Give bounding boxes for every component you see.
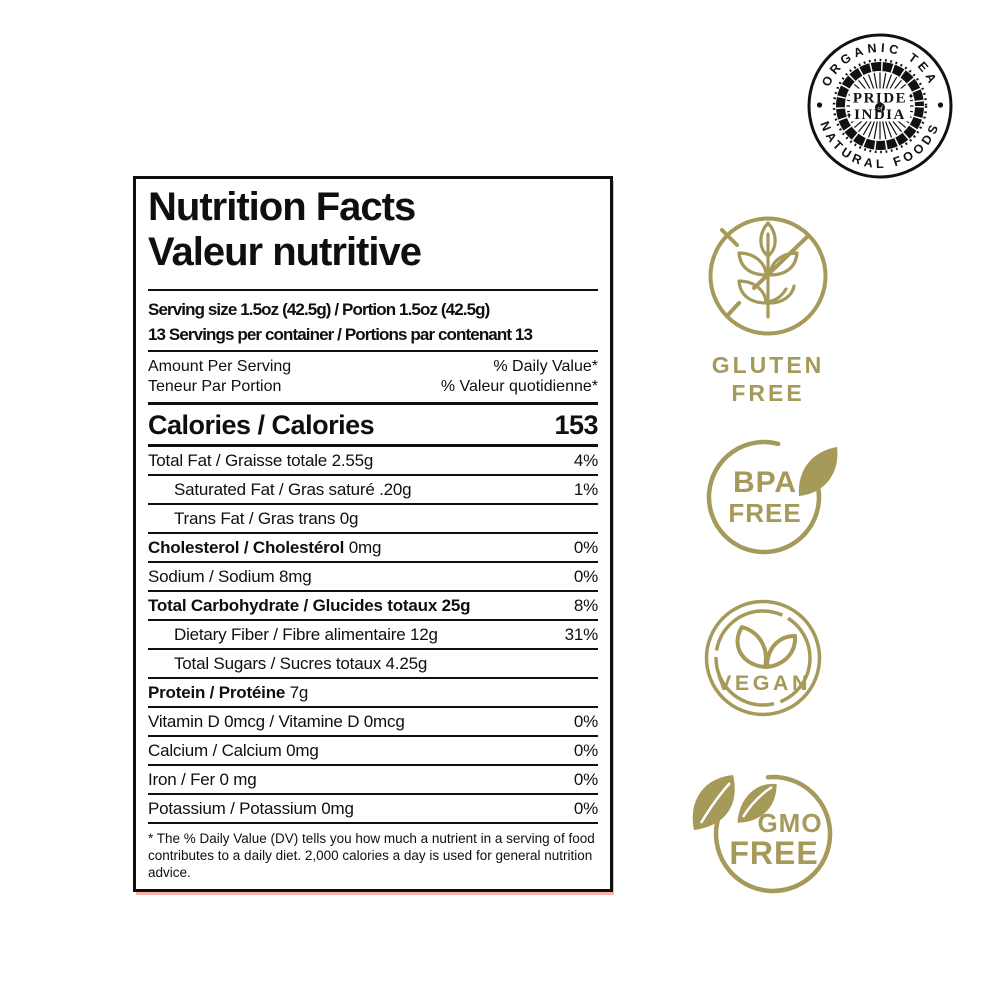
nutrient-row: Calcium / Calcium 0mg 0% [148,737,598,766]
nutrient-value: .20g [374,480,412,499]
leaves-icon [735,625,798,669]
bpa-free-label-line2: FREE [728,498,801,528]
daily-value-fr: % Valeur quotidienne* [440,378,598,395]
nutrient-row: Potassium / Potassium 0mg 0% [148,795,598,824]
nutrient-value: 0g [335,509,359,528]
nutrient-dv: 0% [573,770,598,789]
label-title-en: Nutrition Facts [148,185,416,229]
nutrient-row: Vitamin D 0mcg / Vitamine D 0mcg 0% [148,708,598,737]
nutrient-name: Vitamin D 0mcg / Vitamine D 0mcg [148,712,405,731]
gmo-free-label-line1: GMO [757,808,822,838]
logo-center-line2: INDIA [854,107,906,123]
nutrient-dv: 4% [573,451,598,470]
calories-value: 153 [554,410,598,440]
nutrient-name: Calcium / Calcium 0mg [148,741,319,760]
bpa-free-label-line1: BPA [733,466,797,499]
leaf-icon [798,447,838,496]
badge-gmo-free: GMO FREE [688,768,863,923]
nutrient-dv: 0% [573,712,598,731]
logo-right-dot [937,102,944,108]
divider [148,289,598,291]
amount-per-serving-en: Amount Per Serving [148,358,292,375]
leaves-icon [692,775,780,830]
servings-per-container-line: 13 Servings per container / Portions par… [148,325,533,344]
badge-vegan: VEGAN [688,598,838,728]
nutrient-row: Trans Fat / Gras trans 0g [148,505,598,534]
nutrient-name: Protein / Protéine 7g [148,683,309,702]
nutrient-value: 8mg [274,567,312,586]
nutrient-dv: 0% [573,538,598,557]
bpa-free-icon: BPA FREE [706,439,838,555]
nutrition-facts-panel: Nutrition Facts Valeur nutritive Serving… [133,176,613,892]
logo-center-line1: PRIDE [853,91,907,107]
nutrient-name: Total Sugars / Sucres totaux 4.25g [174,654,428,673]
nutrient-value: 0mg [344,538,382,557]
nutrient-name: Trans Fat / Gras trans 0g [174,509,359,528]
amount-per-serving-fr: Teneur Par Portion [148,378,282,395]
nutrient-row: Sodium / Sodium 8mg 0% [148,563,598,592]
nutrient-dv: 1% [573,480,598,499]
nutrient-name: Total Carbohydrate / Glucides totaux 25g [148,596,471,615]
nutrient-row: Cholesterol / Cholestérol 0mg 0% [148,534,598,563]
badge-gluten-free: GLUTEN FREE [668,212,868,407]
gmo-free-icon: GMO FREE [692,774,833,894]
gluten-free-icon [708,216,828,336]
nutrient-name: Saturated Fat / Gras saturé .20g [174,480,412,499]
logo-perforation-ring [832,58,928,154]
daily-value-footnote: * The % Daily Value (DV) tells you how m… [148,831,595,880]
nutrient-dv: 0% [573,799,598,818]
nutrient-dv: 0% [573,741,598,760]
divider [148,402,598,405]
serving-size-line: Serving size 1.5oz (42.5g) / Portion 1.5… [148,300,490,319]
pride-of-india-logo: ORGANIC TEA NATURAL FOODS ✦ ✦ PRIDE INDI… [807,33,953,179]
nutrient-name: Potassium / Potassium 0mg [148,799,354,818]
gluten-free-label-line1: GLUTEN [711,352,825,378]
vegan-icon: VEGAN [704,599,822,717]
logo-left-dot [816,102,823,108]
nutrient-value: 0mg [281,741,319,760]
daily-value-en: % Daily Value* [493,358,598,375]
vegan-label: VEGAN [717,671,811,695]
nutrient-rows: Total Fat / Graisse totale 2.55g 4% Satura… [148,447,598,824]
logo-center-of: of [877,105,883,112]
nutrient-value: 2.55g [327,451,374,470]
nutrient-row: Total Carbohydrate / Glucides totaux 25g… [148,592,598,621]
divider [148,444,598,447]
logo-sparkle-icon: ✦ [908,92,915,101]
nutrient-value: 7g [285,683,309,702]
nutrient-value: 0mg [316,799,354,818]
nutrient-name: Dietary Fiber / Fibre alimentaire 12g [174,625,438,644]
logo-sparkle-icon: ✦ [846,111,853,120]
logo-outer-ring [807,33,953,179]
calories-row: Calories / Calories 153 [148,409,598,441]
nutrient-value: 25g [437,596,471,615]
nutrient-dv: 8% [573,596,598,615]
nutrient-value: 4.25g [381,654,428,673]
calories-label: Calories / Calories [148,410,375,440]
nutrient-name: Sodium / Sodium 8mg [148,567,312,586]
gmo-free-label-line2: FREE [729,835,818,871]
nutrient-row: Total Fat / Graisse totale 2.55g 4% [148,447,598,476]
nutrient-name: Total Fat / Graisse totale 2.55g [148,451,374,470]
nutrient-name: Cholesterol / Cholestérol 0mg [148,538,382,557]
nutrient-value: 0 mg [214,770,257,789]
nutrient-row: Iron / Fer 0 mg 0% [148,766,598,795]
nutrient-dv: 31% [564,625,599,644]
nutrient-row: Protein / Protéine 7g [148,679,598,708]
nutrient-dv: 0% [573,567,598,586]
amount-per-serving-header: Amount Per Serving Teneur Par Portion % … [148,357,598,397]
nutrient-row: Dietary Fiber / Fibre alimentaire 12g 31% [148,621,598,650]
badge-bpa-free: BPA FREE [689,434,859,571]
divider [148,350,598,352]
label-title-fr: Valeur nutritive [148,230,422,274]
nutrient-name: Iron / Fer 0 mg [148,770,257,789]
nutrient-value: 12g [405,625,438,644]
gluten-free-label-line2: FREE [731,380,805,406]
nutrient-row: Saturated Fat / Gras saturé .20g 1% [148,476,598,505]
nutrient-row: Total Sugars / Sucres totaux 4.25g [148,650,598,679]
